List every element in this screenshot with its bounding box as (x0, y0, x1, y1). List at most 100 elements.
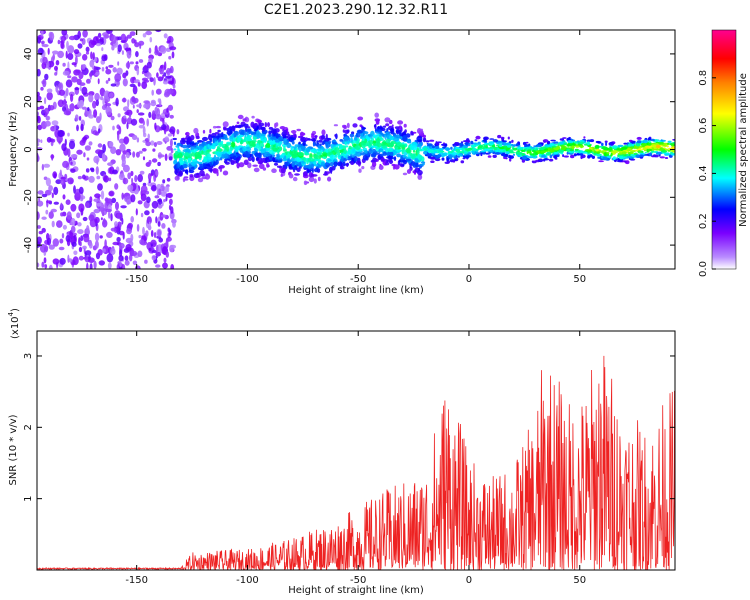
heatmap-cell (180, 160, 185, 164)
heatmap-cell (72, 232, 77, 236)
heatmap-cell (48, 244, 55, 250)
heatmap-cell (116, 236, 121, 243)
heatmap-cell (193, 145, 197, 148)
heatmap-cell (339, 149, 342, 154)
heatmap-cell (59, 169, 62, 177)
heatmap-cell (112, 125, 115, 131)
heatmap-cell (65, 199, 71, 205)
heatmap-cell (210, 167, 213, 174)
heatmap-cell (117, 132, 120, 141)
heatmap-cell (97, 78, 100, 85)
heatmap-cell (86, 157, 90, 161)
heatmap-cell (111, 197, 117, 204)
heatmap-cell (93, 109, 98, 118)
heatmap-cell (175, 150, 178, 156)
heatmap-cell (190, 134, 195, 141)
heatmap-cell (446, 158, 449, 162)
heatmap-cell (102, 248, 106, 253)
heatmap-cell (452, 144, 455, 147)
heatmap-cell (360, 142, 366, 146)
heatmap-cell (425, 140, 430, 143)
heatmap-cell (49, 31, 55, 41)
heatmap-cell (406, 158, 411, 162)
heatmap-cell (567, 143, 570, 147)
colorbar-tick-label: 0.2 (698, 213, 709, 229)
heatmap-cell (197, 146, 200, 149)
heatmap-cell (258, 122, 265, 127)
heatmap-cell (242, 118, 247, 122)
heatmap-cell (244, 126, 251, 129)
heatmap-cell (388, 135, 394, 139)
heatmap-cell (483, 148, 490, 152)
heatmap-cell (151, 110, 156, 118)
heatmap-cell (140, 212, 144, 218)
heatmap-cell (456, 149, 461, 153)
heatmap-cell (100, 217, 103, 221)
heatmap-cell (357, 116, 364, 121)
heatmap-cell (67, 45, 75, 54)
heatmap-cell (165, 195, 168, 202)
heatmap-cell (464, 155, 470, 159)
heatmap-cell (116, 81, 120, 86)
x-tick-label: -100 (236, 575, 259, 586)
heatmap-cell (278, 155, 285, 159)
heatmap-cell (116, 67, 123, 76)
heatmap-cell (110, 146, 117, 154)
heatmap-cell (172, 221, 176, 228)
heatmap-cell (105, 68, 112, 75)
heatmap-cell (566, 147, 571, 150)
heatmap-cell (120, 40, 127, 44)
heatmap-cell (596, 153, 601, 157)
heatmap-cell (372, 134, 377, 138)
heatmap-cell (97, 128, 101, 134)
heatmap-cell (397, 120, 404, 125)
heatmap-cell (361, 166, 365, 170)
heatmap-cell (130, 170, 134, 177)
heatmap-cell (37, 47, 44, 56)
heatmap-cell (101, 104, 107, 111)
heatmap-cell (330, 168, 333, 175)
heatmap-cell (136, 224, 140, 232)
heatmap-cell (386, 128, 389, 132)
heatmap-cell (112, 169, 118, 174)
heatmap-cell (278, 138, 283, 141)
heatmap-cell (327, 159, 332, 162)
heatmap-cell (199, 164, 203, 170)
heatmap-cell (114, 73, 122, 82)
heatmap-cell (554, 155, 557, 159)
heatmap-cell (45, 115, 51, 121)
heatmap-cell (224, 158, 231, 161)
heatmap-cell (247, 156, 253, 162)
heatmap-cell (256, 126, 259, 130)
heatmap-cell (136, 109, 139, 114)
heatmap-cell (101, 47, 104, 52)
heatmap-cell (602, 156, 608, 161)
heatmap-cell (137, 250, 143, 258)
heatmap-cell (393, 137, 399, 142)
heatmap-cell (347, 156, 353, 159)
heatmap-cell (105, 208, 112, 213)
heatmap-cell (300, 145, 306, 150)
heatmap-cell (118, 125, 122, 135)
heatmap-cell (583, 151, 588, 154)
heatmap-cell (553, 146, 559, 151)
heatmap-cell (402, 135, 408, 142)
heatmap-cell (73, 185, 76, 194)
heatmap-cell (155, 170, 159, 176)
heatmap-cell (37, 200, 44, 207)
heatmap-cell (311, 133, 315, 139)
heatmap-cell (388, 159, 394, 164)
heatmap-cell (203, 157, 208, 163)
heatmap-cell (386, 159, 389, 163)
heatmap-cell (160, 46, 167, 54)
heatmap-cell (299, 131, 304, 137)
heatmap-cell (78, 246, 83, 253)
heatmap-cell (385, 123, 390, 127)
heatmap-cell (320, 154, 323, 158)
heatmap-cell (197, 140, 203, 143)
heatmap-cell (66, 40, 69, 50)
heatmap-cell (75, 55, 78, 65)
heatmap-cell (138, 150, 143, 154)
heatmap-cell (117, 113, 121, 118)
heatmap-cell (320, 161, 325, 166)
